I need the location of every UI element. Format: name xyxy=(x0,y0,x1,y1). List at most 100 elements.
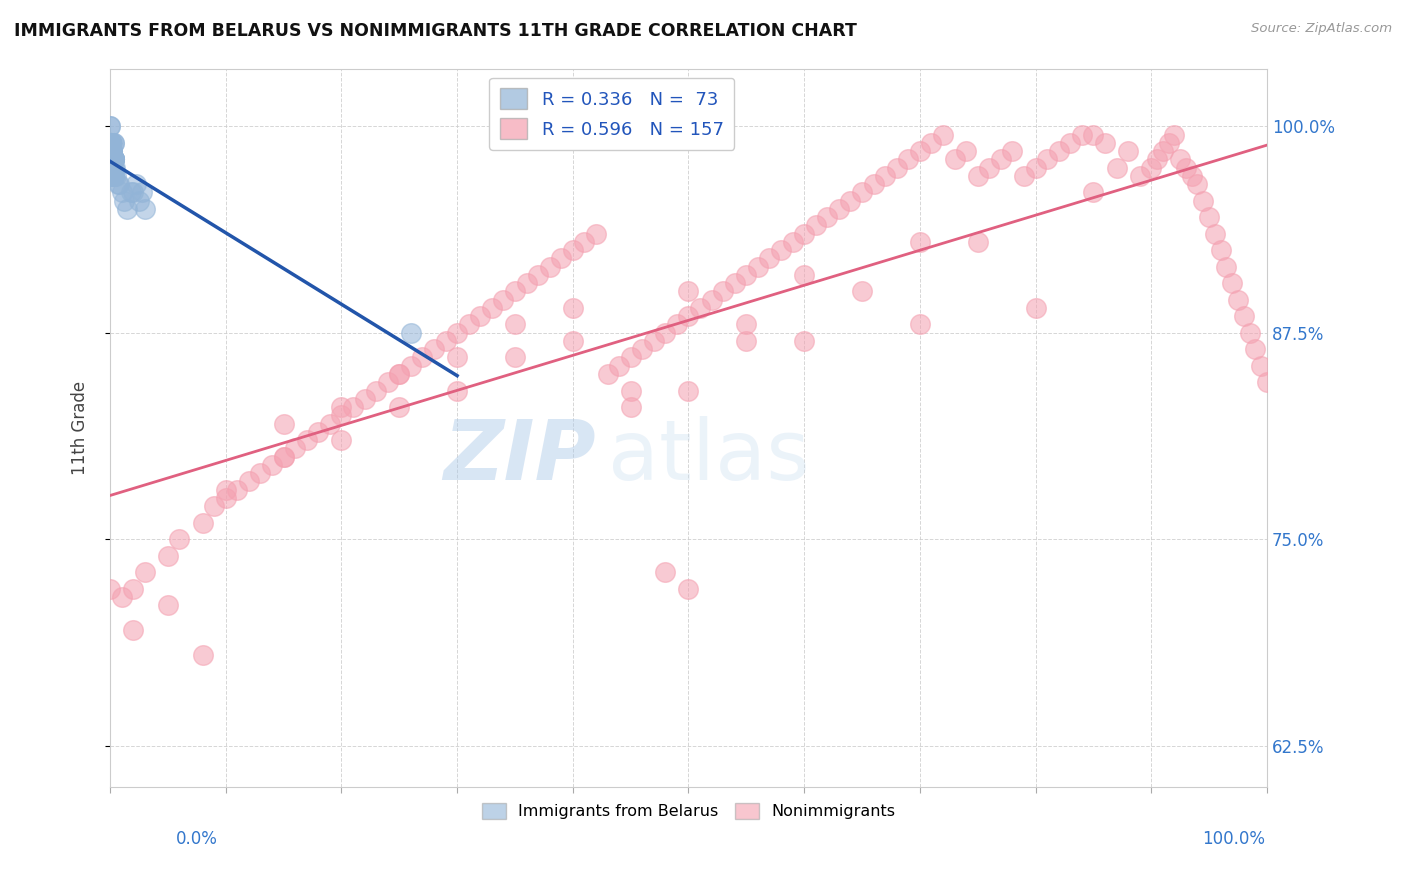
Point xyxy=(100,169,122,183)
Point xyxy=(98,120,121,134)
Point xyxy=(793,334,815,348)
Point xyxy=(156,598,179,612)
Point xyxy=(103,161,125,175)
Point xyxy=(793,227,815,241)
Point xyxy=(851,285,873,299)
Point xyxy=(990,153,1012,167)
Point xyxy=(643,334,665,348)
Point xyxy=(273,450,295,464)
Point xyxy=(101,161,124,175)
Point xyxy=(342,400,364,414)
Point xyxy=(215,483,238,497)
Point xyxy=(226,483,249,497)
Point xyxy=(1116,144,1139,158)
Point xyxy=(100,136,122,150)
Point xyxy=(111,590,134,604)
Point xyxy=(101,144,124,158)
Point xyxy=(103,169,125,183)
Point xyxy=(943,153,966,167)
Point xyxy=(1083,128,1105,142)
Point xyxy=(117,202,139,216)
Point xyxy=(100,136,122,150)
Point xyxy=(101,169,124,183)
Point xyxy=(735,334,758,348)
Point xyxy=(101,169,124,183)
Point xyxy=(100,169,122,183)
Point xyxy=(481,301,503,315)
Point xyxy=(503,285,526,299)
Point xyxy=(607,359,630,373)
Text: 0.0%: 0.0% xyxy=(176,830,218,847)
Text: ZIP: ZIP xyxy=(443,416,596,497)
Point xyxy=(131,186,153,200)
Point xyxy=(101,144,124,158)
Point xyxy=(700,293,723,307)
Point xyxy=(1256,376,1278,390)
Point xyxy=(202,499,225,513)
Point xyxy=(100,161,122,175)
Point xyxy=(1233,309,1256,323)
Point xyxy=(101,161,124,175)
Point xyxy=(886,161,908,175)
Point xyxy=(295,433,318,447)
Point xyxy=(747,260,769,274)
Text: Source: ZipAtlas.com: Source: ZipAtlas.com xyxy=(1251,22,1392,36)
Point xyxy=(908,235,931,249)
Point xyxy=(503,318,526,332)
Point xyxy=(897,153,920,167)
Point xyxy=(101,161,124,175)
Point xyxy=(1209,243,1232,257)
Point xyxy=(908,144,931,158)
Point xyxy=(100,136,122,150)
Point xyxy=(169,532,191,546)
Point xyxy=(100,161,122,175)
Point xyxy=(561,334,583,348)
Point xyxy=(1163,128,1185,142)
Point xyxy=(851,186,873,200)
Point xyxy=(399,326,422,340)
Point xyxy=(1181,169,1204,183)
Point xyxy=(423,343,446,357)
Point xyxy=(585,227,607,241)
Point xyxy=(561,301,583,315)
Point xyxy=(1192,194,1215,208)
Point xyxy=(260,458,283,472)
Point xyxy=(103,153,125,167)
Point xyxy=(108,177,131,191)
Point xyxy=(388,400,411,414)
Point xyxy=(103,153,125,167)
Point xyxy=(103,153,125,167)
Point xyxy=(100,144,122,158)
Point xyxy=(527,268,550,282)
Point xyxy=(101,144,124,158)
Point xyxy=(307,425,329,439)
Point xyxy=(104,169,127,183)
Point xyxy=(815,210,838,224)
Point xyxy=(101,161,124,175)
Point xyxy=(793,268,815,282)
Point xyxy=(678,309,700,323)
Point xyxy=(538,260,561,274)
Point xyxy=(1198,210,1220,224)
Point xyxy=(1174,161,1197,175)
Point xyxy=(103,136,125,150)
Text: atlas: atlas xyxy=(607,416,810,497)
Point xyxy=(979,161,1001,175)
Point xyxy=(101,161,124,175)
Point xyxy=(319,417,342,431)
Point xyxy=(1152,144,1174,158)
Point xyxy=(1239,326,1261,340)
Point xyxy=(1025,301,1047,315)
Point xyxy=(273,450,295,464)
Point xyxy=(470,309,492,323)
Point xyxy=(735,318,758,332)
Point xyxy=(932,128,955,142)
Point xyxy=(654,565,676,579)
Point xyxy=(388,367,411,381)
Point xyxy=(678,285,700,299)
Legend: Immigrants from Belarus, Nonimmigrants: Immigrants from Belarus, Nonimmigrants xyxy=(475,797,901,825)
Point xyxy=(1157,136,1180,150)
Text: 100.0%: 100.0% xyxy=(1202,830,1265,847)
Point xyxy=(446,326,468,340)
Point xyxy=(620,384,643,398)
